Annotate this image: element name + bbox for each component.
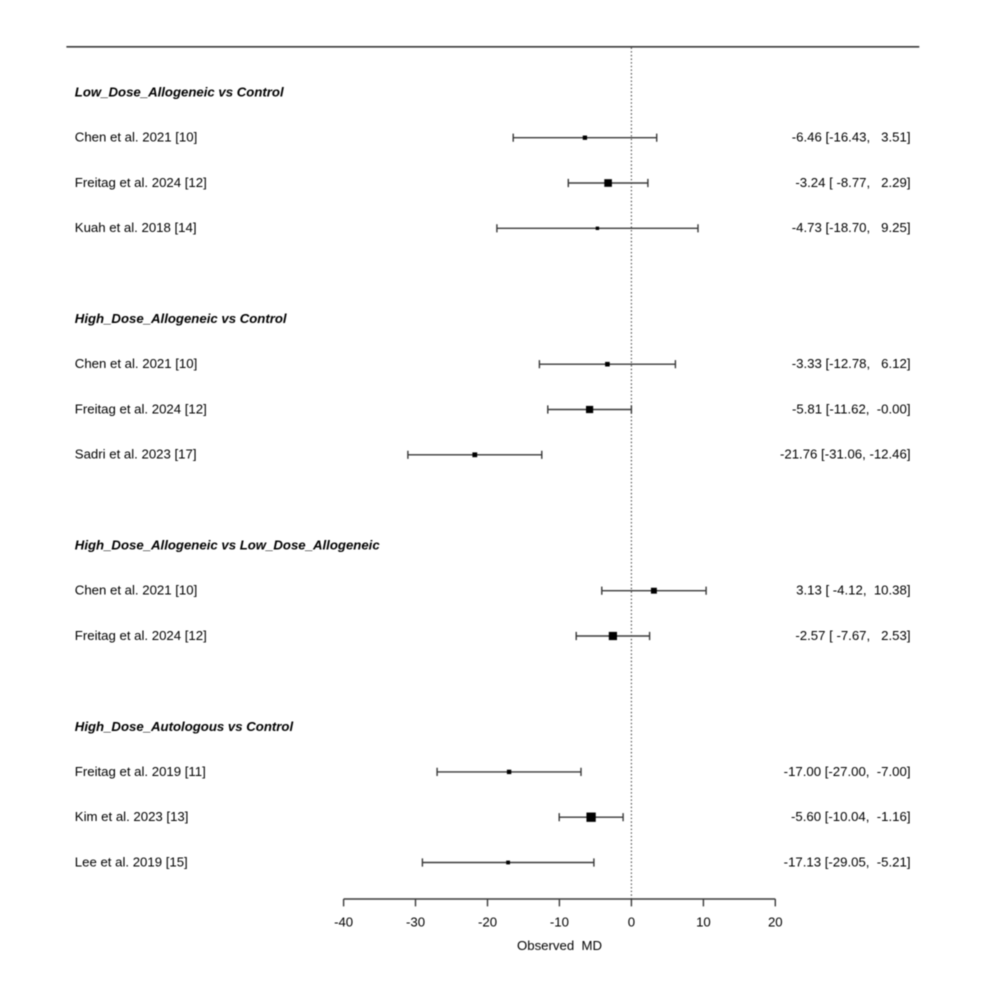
svg-text:Low_Dose_Allogeneic vs Control: Low_Dose_Allogeneic vs Control bbox=[75, 85, 284, 100]
svg-text:-3.33 [-12.78, 6.12]: -3.33 [-12.78, 6.12] bbox=[788, 356, 910, 371]
svg-text:-17.00 [-27.00, -7.00]: -17.00 [-27.00, -7.00] bbox=[784, 764, 911, 779]
svg-text:-40: -40 bbox=[334, 915, 353, 930]
svg-text:-17.13 [-29.05, -5.21]: -17.13 [-29.05, -5.21] bbox=[784, 854, 911, 869]
svg-text:Sadri et al. 2023 [17]: Sadri et al. 2023 [17] bbox=[75, 447, 197, 462]
svg-text:Freitag et al. 2024 [12]: Freitag et al. 2024 [12] bbox=[75, 628, 207, 643]
svg-text:-3.24 [ -8.77, 2.29]: -3.24 [ -8.77, 2.29] bbox=[792, 175, 911, 190]
svg-text:Chen et al. 2021 [10]: Chen et al. 2021 [10] bbox=[75, 130, 197, 145]
svg-text:High_Dose_Autologous vs Contro: High_Dose_Autologous vs Control bbox=[75, 719, 294, 734]
svg-text:Freitag et al. 2019 [11]: Freitag et al. 2019 [11] bbox=[75, 764, 206, 779]
svg-text:Freitag et al. 2024 [12]: Freitag et al. 2024 [12] bbox=[75, 175, 207, 190]
svg-text:-5.60 [-10.04, -1.16]: -5.60 [-10.04, -1.16] bbox=[787, 809, 910, 824]
svg-text:Chen et al. 2021 [10]: Chen et al. 2021 [10] bbox=[75, 583, 197, 598]
svg-text:-4.73 [-18.70, 9.25]: -4.73 [-18.70, 9.25] bbox=[788, 220, 910, 235]
svg-text:20: 20 bbox=[768, 915, 783, 930]
svg-text:0: 0 bbox=[628, 915, 635, 930]
svg-text:-10: -10 bbox=[550, 915, 569, 930]
svg-text:Freitag et al. 2024 [12]: Freitag et al. 2024 [12] bbox=[75, 401, 207, 416]
svg-text:Kuah et al. 2018 [14]: Kuah et al. 2018 [14] bbox=[75, 220, 197, 235]
svg-text:High_Dose_Allogeneic vs Contro: High_Dose_Allogeneic vs Control bbox=[75, 311, 287, 326]
svg-text:-5.81 [-11.62, -0.00]: -5.81 [-11.62, -0.00] bbox=[788, 401, 910, 416]
svg-text:-20: -20 bbox=[478, 915, 497, 930]
svg-text:Chen et al. 2021 [10]: Chen et al. 2021 [10] bbox=[75, 356, 197, 371]
svg-text:High_Dose_Allogeneic vs Low_Do: High_Dose_Allogeneic vs Low_Dose_Allogen… bbox=[75, 538, 381, 553]
svg-text:3.13 [ -4.12, 10.38]: 3.13 [ -4.12, 10.38] bbox=[789, 583, 911, 598]
svg-text:-2.57 [ -7.67, 2.53]: -2.57 [ -7.67, 2.53] bbox=[792, 628, 911, 643]
svg-text:Kim et al. 2023 [13]: Kim et al. 2023 [13] bbox=[75, 809, 189, 824]
svg-text:10: 10 bbox=[696, 915, 711, 930]
svg-text:Lee et al. 2019 [15]: Lee et al. 2019 [15] bbox=[75, 854, 188, 869]
svg-text:-6.46 [-16.43, 3.51]: -6.46 [-16.43, 3.51] bbox=[788, 130, 910, 145]
svg-text:-21.76 [-31.06, -12.46]: -21.76 [-31.06, -12.46] bbox=[780, 447, 911, 462]
svg-text:Observed MD: Observed MD bbox=[517, 938, 602, 953]
svg-text:-30: -30 bbox=[406, 915, 425, 930]
